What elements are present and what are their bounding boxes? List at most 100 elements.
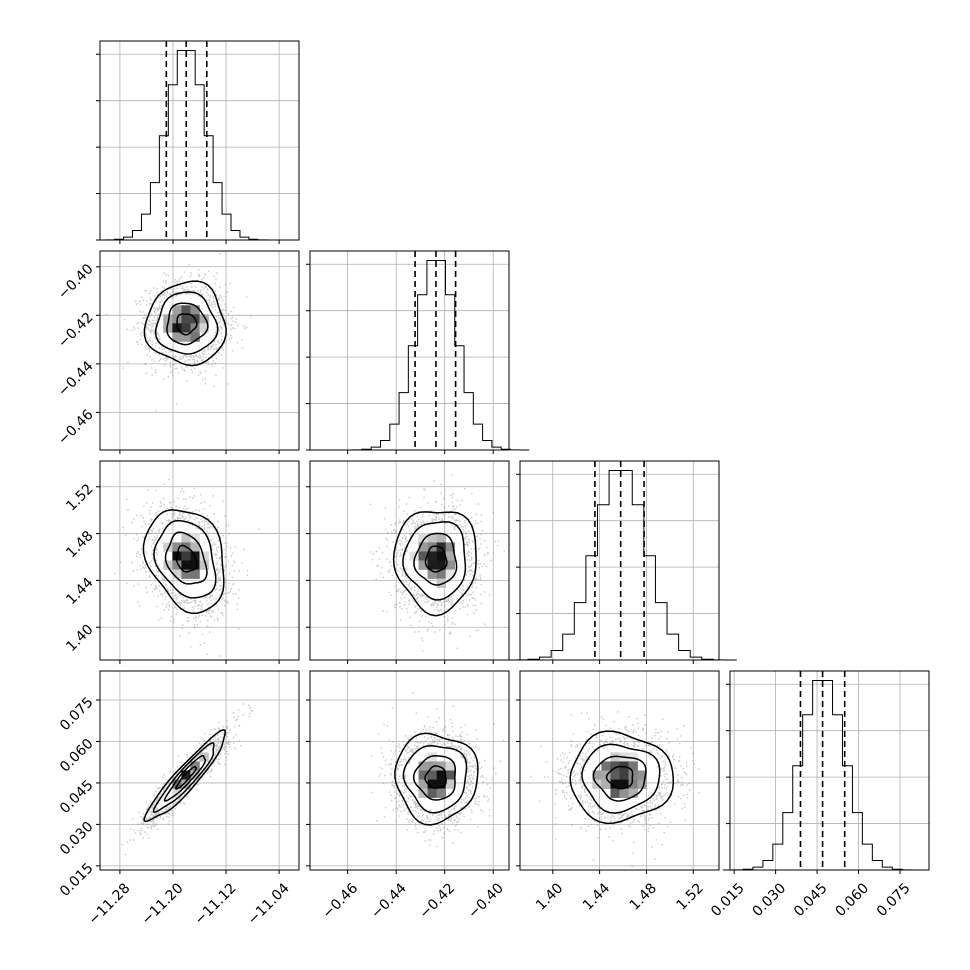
density-cell (418, 551, 428, 561)
density-cell (163, 314, 173, 324)
panel-frame (519, 670, 720, 871)
scatter-panel-2-3 (306, 460, 510, 664)
density-cell (181, 770, 191, 780)
panel-frame (99, 460, 300, 661)
histogram-2-steps (342, 259, 530, 451)
density-cell (427, 551, 437, 561)
density-cell (190, 542, 200, 552)
density-cell (418, 761, 428, 771)
density-cell (628, 788, 638, 798)
ytick-label-param-3: 1.52 (63, 481, 96, 514)
panel-3-4-content (520, 671, 719, 870)
histogram-1-steps (96, 49, 277, 241)
contour-level-1 (424, 545, 448, 573)
xtick-label-param-1: −11.28 (86, 880, 134, 928)
ytick-label-param-2: −0.46 (55, 407, 97, 449)
density-cell (436, 533, 446, 543)
density-cell (445, 542, 456, 552)
xtick-label-param-1: −11.20 (139, 880, 187, 928)
contour-level-4 (394, 732, 479, 826)
density-cell (619, 788, 629, 798)
density-cell (190, 332, 200, 342)
density-cell (172, 332, 182, 342)
contour-level-4 (142, 509, 225, 615)
density-cell (628, 779, 638, 789)
density-cell (610, 779, 620, 789)
contour-level-2 (412, 755, 457, 801)
histogram-3-frame (519, 460, 720, 661)
scatter-points (530, 711, 700, 867)
histogram-panel-3 (504, 460, 738, 664)
scatter-panel-1-3 (96, 460, 300, 664)
contour-level-4 (143, 728, 226, 823)
contour-level-3 (154, 291, 219, 355)
contour-level-3 (153, 519, 217, 599)
density-cell (181, 569, 191, 579)
density-cell (592, 770, 602, 780)
density-cell (427, 770, 437, 780)
panel-2-4-content (310, 671, 509, 870)
contour-level-1 (175, 544, 198, 573)
panel-frame (309, 670, 510, 871)
density-cell (427, 560, 437, 570)
density-cell (436, 779, 446, 789)
ytick-label-param-4: 0.045 (57, 777, 97, 817)
contour-level-3 (402, 521, 467, 601)
histogram-3-steps (504, 469, 738, 661)
panel-1-4-content (100, 671, 299, 870)
density-cell (445, 770, 456, 780)
histogram-panel-2 (306, 250, 530, 454)
scatter-points (370, 692, 505, 848)
density-cell (436, 569, 446, 579)
xtick-label-param-4: 0.075 (874, 880, 914, 920)
scatter-points (114, 478, 260, 657)
density-cell (181, 305, 191, 315)
density-cell (610, 770, 620, 780)
density-cell (409, 551, 419, 561)
density-cell (637, 770, 647, 780)
density-cell (418, 560, 428, 570)
histogram-1-frame (99, 40, 300, 241)
contour-level-2 (592, 755, 647, 802)
ytick-label-param-4: 0.015 (57, 860, 97, 900)
density-cell (418, 542, 428, 552)
density-cell (181, 560, 191, 570)
density-cell (601, 779, 611, 789)
density-cell (445, 551, 456, 561)
density-cell (418, 779, 428, 789)
contour-level-3 (581, 743, 661, 814)
xtick-label-param-3: 1.52 (674, 880, 707, 913)
panel-frame (99, 670, 300, 871)
density-cell (190, 560, 200, 570)
density-cell (445, 761, 456, 771)
contour-level-1 (424, 765, 447, 789)
density-cell (163, 323, 173, 333)
contour-level-2 (163, 754, 207, 802)
density-cell (436, 788, 446, 798)
density-cell (181, 323, 191, 333)
xtick-label-param-1: −11.12 (192, 880, 240, 928)
density-cell (199, 560, 209, 570)
density-cell (427, 533, 437, 543)
density-cell (199, 323, 209, 333)
density-cell (427, 761, 437, 771)
xtick-label-param-4: 0.015 (708, 880, 748, 920)
xtick-label-param-2: −0.46 (320, 880, 362, 922)
density-cell (436, 551, 446, 561)
density-cell (418, 533, 428, 543)
ytick-label-param-3: 1.40 (63, 622, 96, 655)
contour-level-4 (143, 280, 227, 367)
xtick-label-param-3: 1.48 (627, 880, 660, 913)
density-cell (199, 314, 209, 324)
xtick-label-param-2: −0.44 (368, 880, 410, 922)
density-cell (619, 770, 629, 780)
density-cell (610, 761, 620, 771)
density-cell (199, 551, 209, 561)
contour-level-4 (392, 511, 477, 617)
contour-level-1 (176, 313, 198, 336)
xtick-label-param-3: 1.40 (533, 880, 566, 913)
contour-level-2 (413, 532, 458, 586)
density-cell (418, 770, 428, 780)
ytick-label-param-2: −0.40 (55, 261, 97, 303)
